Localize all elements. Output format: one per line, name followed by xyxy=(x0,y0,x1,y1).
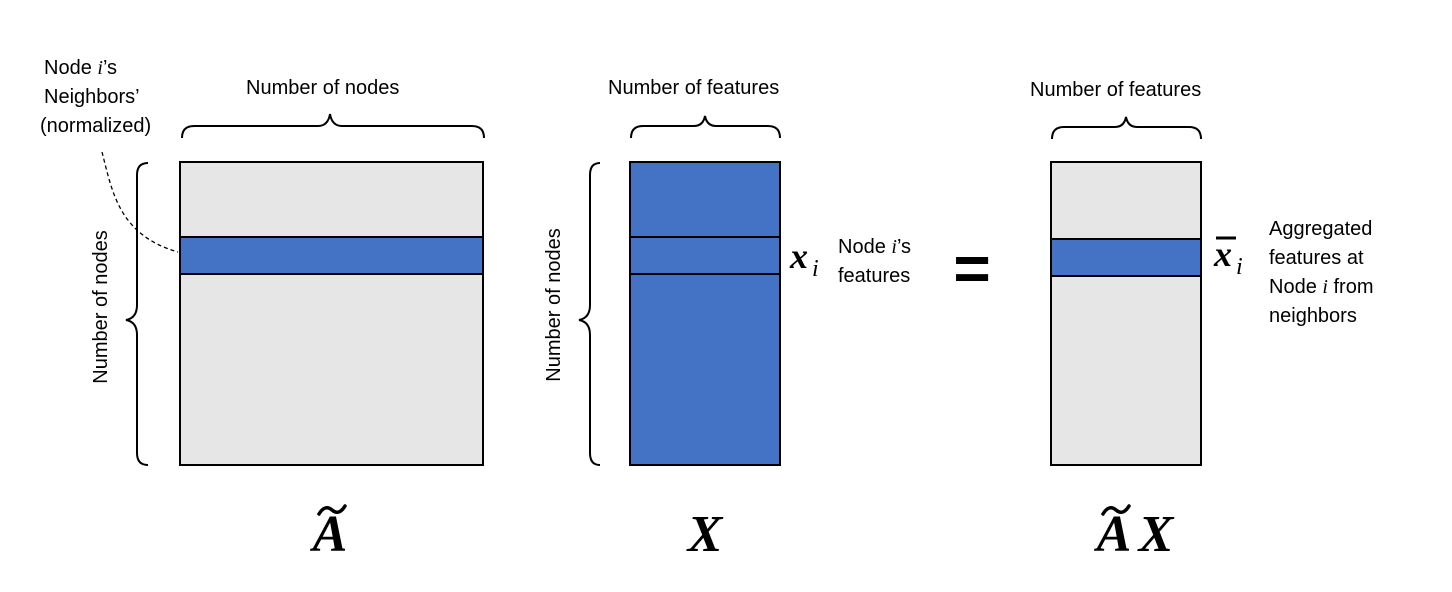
adjacency-top-label: Number of nodes xyxy=(246,77,399,99)
aggregated-top-label: Number of features xyxy=(1030,79,1201,101)
adjacency-tilde xyxy=(317,504,347,516)
equals-sign: = xyxy=(953,232,990,304)
top-brace-aggregated xyxy=(1051,116,1202,140)
aggregated-matrix-group: Number of features x i Aggregated featur… xyxy=(1030,79,1374,563)
adjacency-symbol: A xyxy=(310,506,348,563)
aggregated-symbol-a: A xyxy=(1094,506,1132,563)
feature-matrix xyxy=(629,161,781,466)
aggregated-label-line2: features at xyxy=(1269,247,1364,269)
side-brace-adjacency xyxy=(125,162,149,466)
features-side-label: Number of nodes xyxy=(543,228,565,381)
aggregated-symbol-x: X xyxy=(1137,506,1175,563)
side-brace-features xyxy=(578,162,601,466)
feature-matrix-group: Number of features Number of nodes x i N… xyxy=(543,77,911,563)
row-feature-subscript: i xyxy=(812,256,819,282)
adjacency-matrix-group: Number of nodes Number of nodes Node i’s… xyxy=(40,57,485,563)
aggregated-label-line3: Node i from xyxy=(1269,276,1374,298)
top-brace-adjacency xyxy=(181,113,485,139)
aggregated-tilde xyxy=(1101,504,1131,516)
neighbors-label-line2: Neighbors’ xyxy=(44,86,140,108)
feature-symbol: X xyxy=(686,506,724,563)
aggregated-row-symbol: x xyxy=(1213,234,1232,274)
adjacency-matrix xyxy=(179,161,484,466)
neighbors-pointer-line xyxy=(101,151,179,253)
aggregated-row-i xyxy=(1050,238,1202,277)
row-feature-label-line2: features xyxy=(838,265,910,287)
aggregated-label-line4: neighbors xyxy=(1269,305,1357,327)
neighbors-label-line1: Node i’s xyxy=(44,57,117,79)
features-top-label: Number of features xyxy=(608,77,779,99)
adjacency-row-i xyxy=(179,236,484,275)
neighbors-label-line3: (normalized) xyxy=(40,115,151,137)
row-feature-symbol: x xyxy=(789,236,808,276)
aggregated-row-subscript: i xyxy=(1236,254,1243,280)
top-brace-features xyxy=(630,115,781,139)
feature-row-i xyxy=(629,236,781,275)
aggregated-label-line1: Aggregated xyxy=(1269,218,1372,240)
adjacency-side-label: Number of nodes xyxy=(90,230,112,383)
aggregated-matrix xyxy=(1050,161,1202,466)
row-feature-label-line1: Node i’s xyxy=(838,236,911,258)
